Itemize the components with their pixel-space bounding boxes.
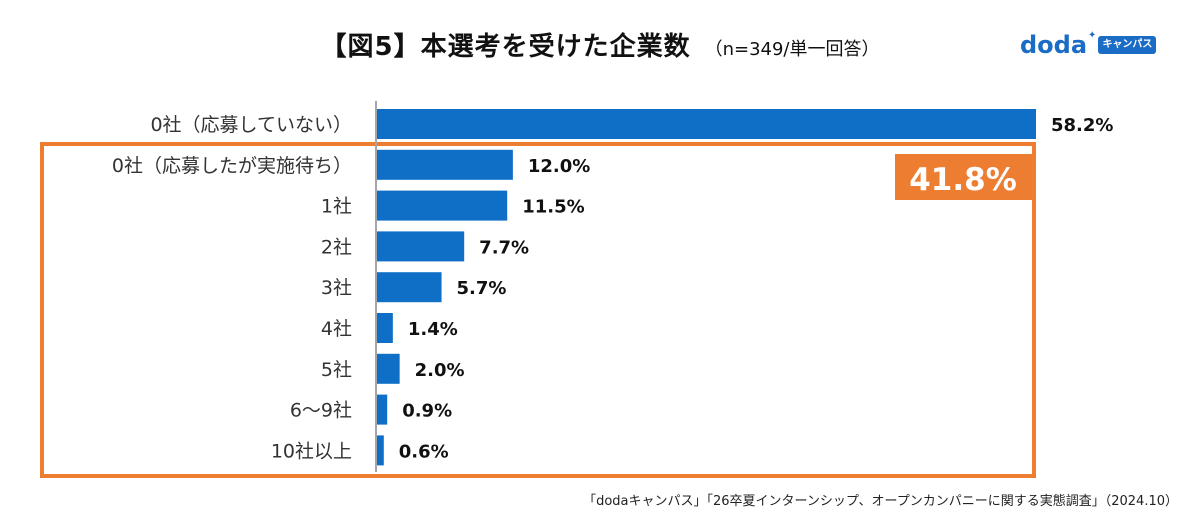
chart-title-sub: （n=349/単一回答） xyxy=(704,39,880,60)
logo-spark-icon: ✦ xyxy=(1088,29,1097,41)
logo-badge: キャンパス xyxy=(1098,36,1157,54)
category-label: 1社 xyxy=(321,196,352,218)
value-label: 1.4% xyxy=(408,319,458,340)
logo-word: doda xyxy=(1020,31,1088,59)
value-label: 12.0% xyxy=(528,156,590,177)
category-label: 0社（応募したが実施待ち） xyxy=(112,155,352,177)
value-label: 0.6% xyxy=(399,441,449,462)
value-label: 0.9% xyxy=(402,401,452,422)
category-label: 0社（応募していない） xyxy=(150,114,352,136)
bar xyxy=(377,149,513,180)
bar xyxy=(377,435,384,466)
highlight-frame xyxy=(40,142,1036,478)
value-label: 58.2% xyxy=(1051,115,1113,136)
bar xyxy=(377,272,442,303)
bar xyxy=(377,353,400,384)
bar xyxy=(377,109,1036,139)
category-label: 2社 xyxy=(321,236,352,258)
value-label: 5.7% xyxy=(457,278,507,299)
category-label: 5社 xyxy=(321,359,352,381)
chart-title-main: 【図5】本選考を受けた企業数 xyxy=(320,32,691,62)
value-label: 7.7% xyxy=(479,237,529,258)
category-label: 3社 xyxy=(321,277,352,299)
category-label: 4社 xyxy=(321,318,352,340)
category-label: 6〜9社 xyxy=(290,400,352,422)
doda-logo: doda ✦ キャンパス xyxy=(1020,29,1157,60)
bar xyxy=(377,190,508,221)
chart-title: 【図5】本選考を受けた企業数 （n=349/単一回答） xyxy=(0,26,1200,63)
highlight-badge-label: 41.8% xyxy=(909,162,1017,198)
category-label: 10社以上 xyxy=(271,440,352,462)
bar xyxy=(377,313,393,343)
bar xyxy=(377,394,388,425)
value-label: 11.5% xyxy=(522,197,584,218)
value-label: 2.0% xyxy=(415,360,465,381)
source-note: 「dodaキャンパス」「26卒夏インターンシップ、オープンカンパニーに関する実態… xyxy=(583,494,1178,509)
highlight-badge xyxy=(895,154,1032,200)
bar xyxy=(377,231,465,262)
